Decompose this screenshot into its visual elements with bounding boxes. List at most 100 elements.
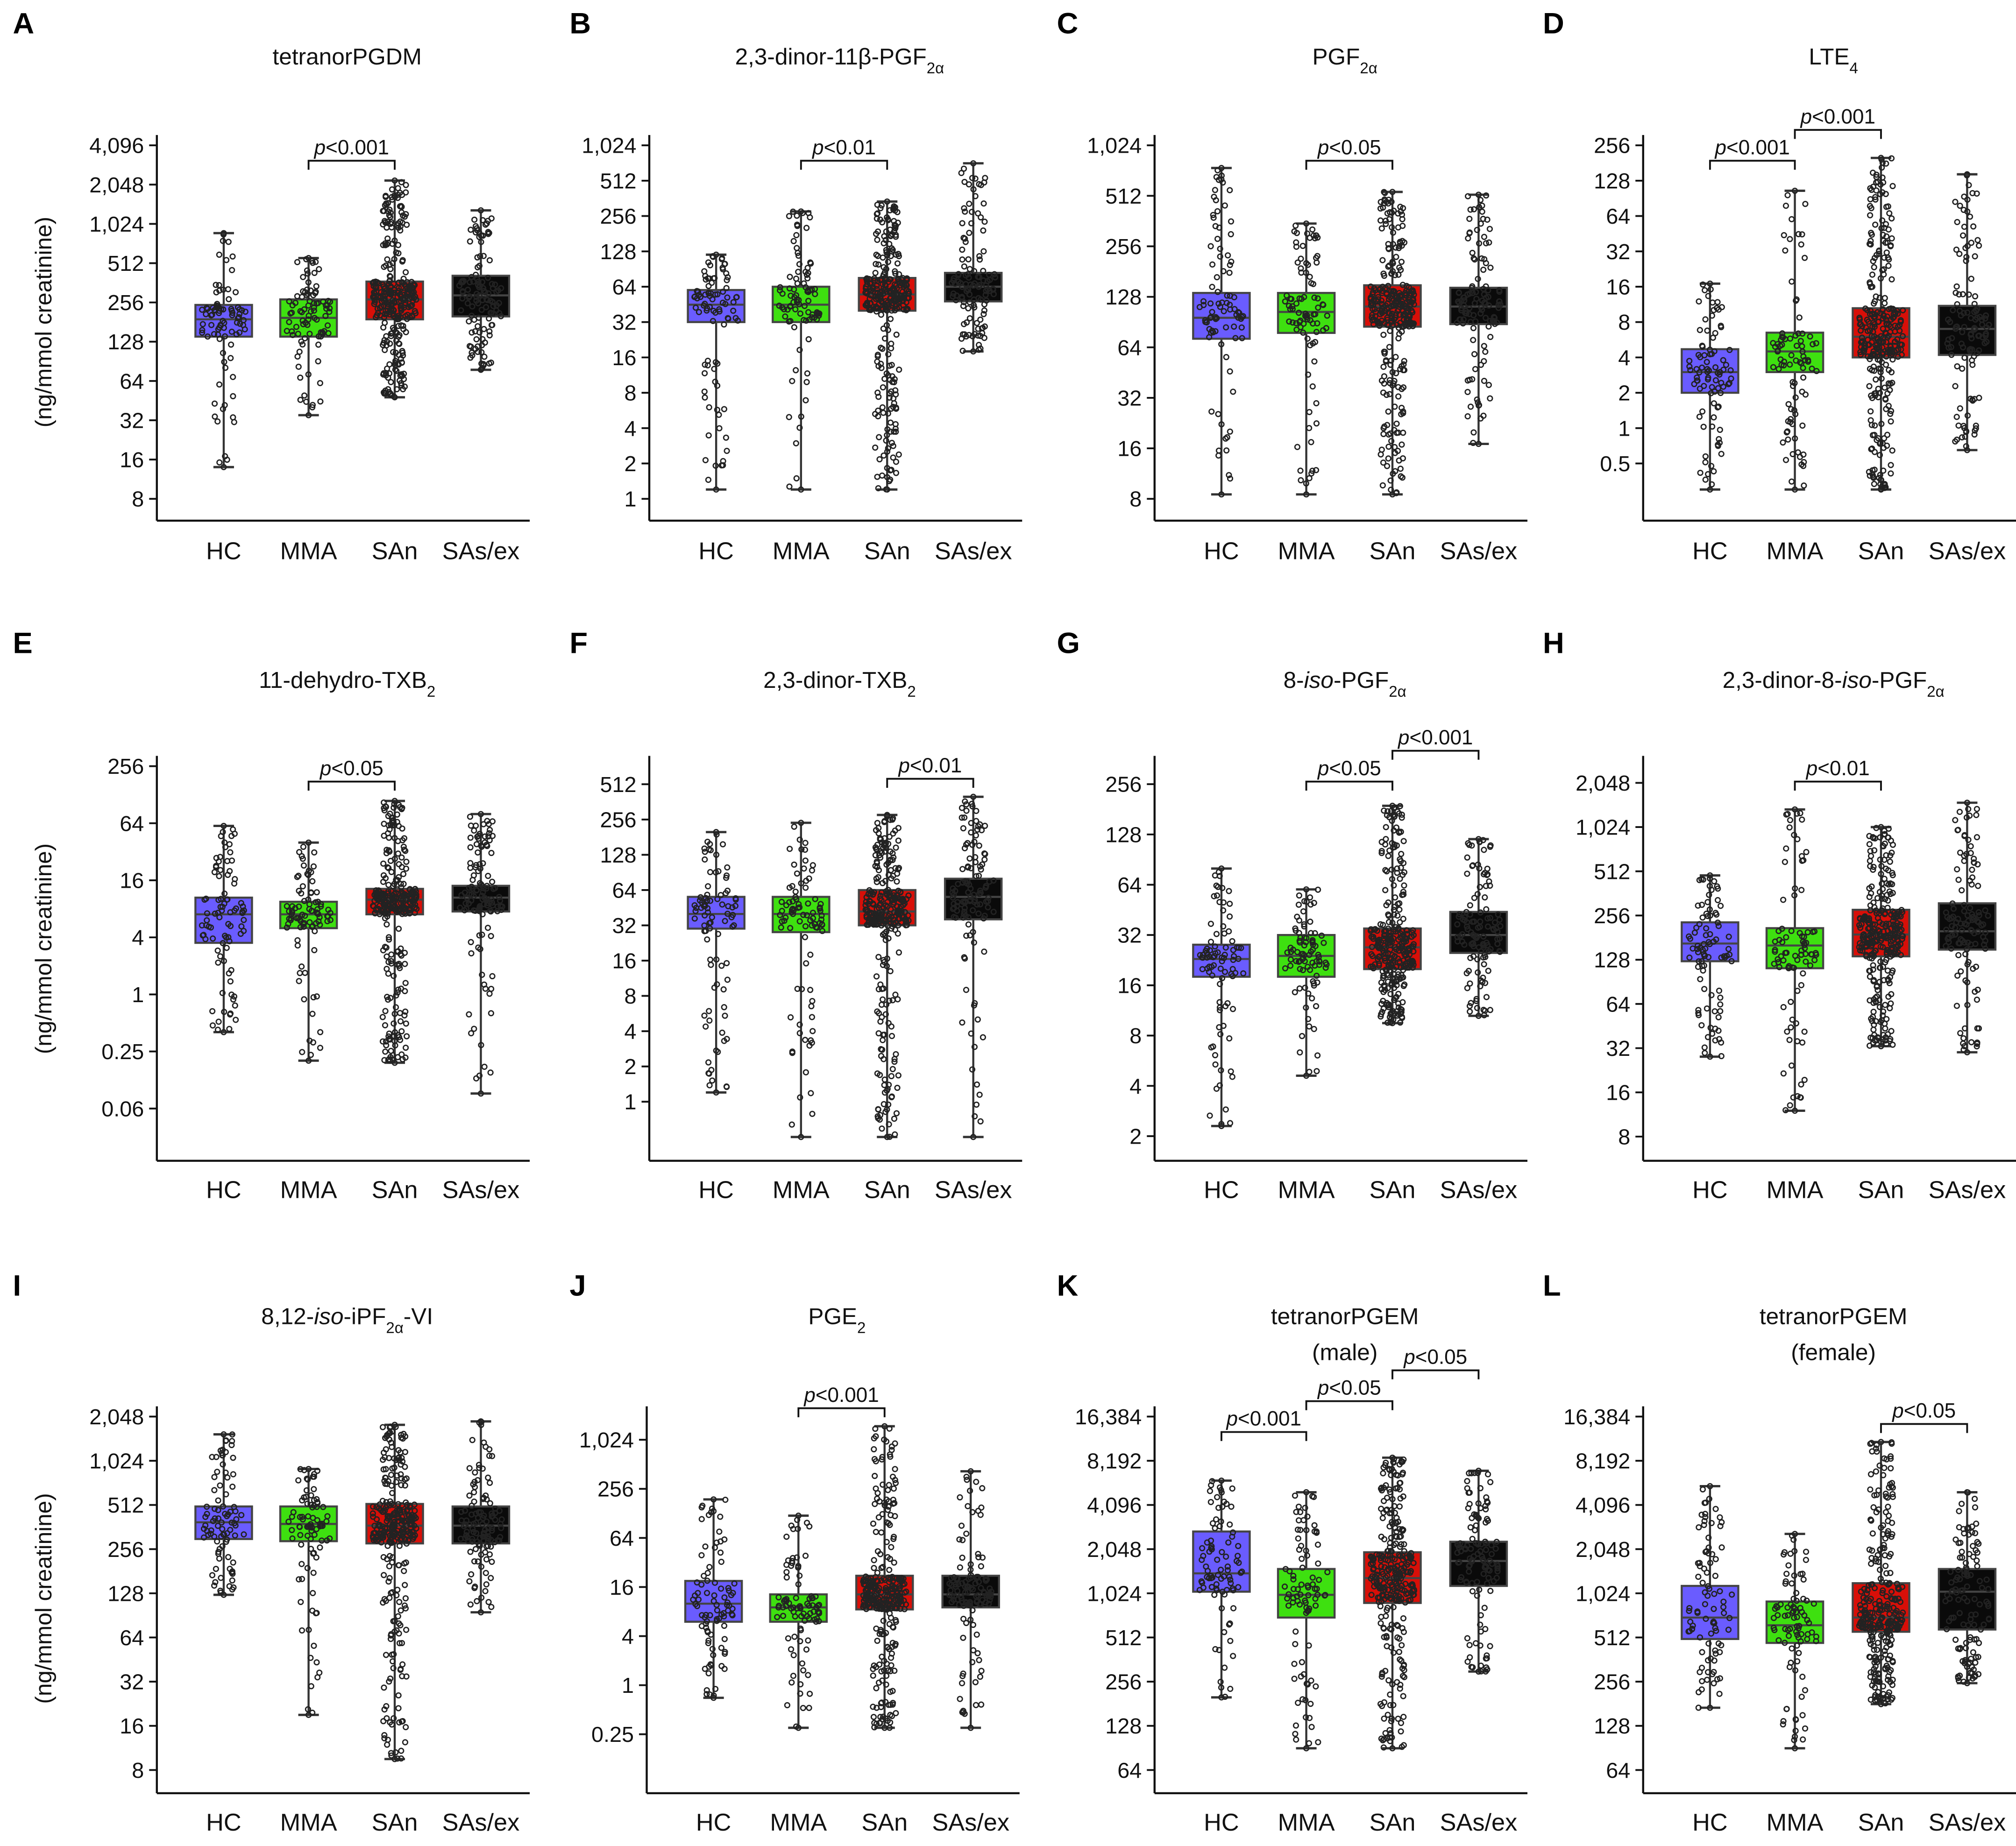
data-point bbox=[1303, 260, 1310, 267]
data-point bbox=[1455, 298, 1462, 305]
data-point bbox=[874, 201, 880, 208]
data-point bbox=[297, 970, 303, 976]
data-point bbox=[1467, 1008, 1473, 1015]
data-point bbox=[1312, 311, 1319, 318]
data-point bbox=[1385, 443, 1392, 450]
data-point bbox=[798, 208, 804, 215]
data-point bbox=[1384, 463, 1391, 469]
data-point bbox=[481, 1063, 488, 1070]
data-point bbox=[950, 293, 956, 300]
y-tick-label: 8 bbox=[1129, 1024, 1142, 1048]
significance-bracket: p<0.001 bbox=[1794, 105, 1882, 139]
p-symbol: p bbox=[898, 754, 910, 777]
data-point bbox=[1397, 876, 1403, 882]
data-point bbox=[1371, 306, 1378, 312]
data-point bbox=[1314, 295, 1321, 302]
data-point bbox=[1398, 441, 1405, 448]
data-point bbox=[466, 294, 472, 301]
data-point bbox=[223, 934, 229, 941]
y-tick-label: 32 bbox=[612, 310, 636, 334]
data-point bbox=[973, 320, 980, 326]
data-point bbox=[1392, 354, 1399, 360]
data-point bbox=[884, 252, 891, 258]
data-point bbox=[720, 266, 726, 273]
data-point bbox=[1982, 315, 1988, 322]
data-point bbox=[895, 1072, 902, 1079]
data-point bbox=[295, 872, 302, 879]
data-point bbox=[1959, 291, 1966, 297]
data-point bbox=[893, 331, 900, 338]
data-point bbox=[1215, 300, 1222, 307]
data-point bbox=[1787, 335, 1794, 342]
data-point bbox=[802, 934, 809, 941]
data-point bbox=[966, 299, 973, 305]
data-point bbox=[296, 903, 302, 910]
box-mma bbox=[279, 839, 338, 1064]
data-point bbox=[798, 413, 804, 420]
data-point bbox=[965, 305, 972, 311]
data-point bbox=[807, 951, 814, 958]
data-point bbox=[1787, 361, 1793, 368]
data-point bbox=[1709, 384, 1715, 390]
data-point bbox=[1976, 332, 1982, 339]
box-san bbox=[365, 177, 424, 401]
data-point bbox=[1381, 350, 1388, 357]
data-point bbox=[1871, 300, 1877, 307]
x-tick-label: HC bbox=[1692, 1177, 1728, 1204]
data-point bbox=[724, 864, 731, 871]
data-point bbox=[1392, 314, 1399, 321]
data-point bbox=[216, 310, 222, 316]
data-point bbox=[1697, 385, 1703, 392]
data-point bbox=[1399, 282, 1406, 288]
data-point bbox=[1391, 288, 1398, 295]
data-point bbox=[380, 389, 387, 396]
data-point bbox=[1788, 406, 1795, 412]
panel-title: 2,3-dinor-8-iso-PGF2α bbox=[1723, 667, 1945, 700]
data-point bbox=[1708, 463, 1715, 469]
data-point bbox=[242, 308, 248, 315]
data-point bbox=[809, 1028, 816, 1034]
y-tick-label: 16 bbox=[120, 869, 144, 893]
bracket-line bbox=[1305, 160, 1393, 170]
data-point bbox=[1287, 295, 1293, 302]
data-point bbox=[1971, 431, 1978, 438]
data-point bbox=[1968, 330, 1974, 337]
data-point bbox=[1226, 269, 1233, 276]
data-point bbox=[872, 269, 879, 276]
data-point bbox=[1398, 473, 1404, 480]
data-point bbox=[1952, 325, 1959, 332]
data-point bbox=[1880, 467, 1887, 474]
data-point bbox=[702, 856, 708, 863]
data-point bbox=[398, 293, 405, 300]
data-point bbox=[296, 978, 302, 984]
data-point bbox=[1797, 338, 1804, 344]
data-point bbox=[305, 316, 312, 323]
data-point bbox=[959, 347, 966, 354]
data-point bbox=[1966, 182, 1972, 188]
y-tick-label: 0.5 bbox=[1600, 452, 1630, 476]
data-point bbox=[304, 292, 310, 298]
data-point bbox=[1309, 383, 1316, 390]
data-point bbox=[786, 213, 793, 219]
data-point bbox=[884, 214, 890, 221]
p-value-text: <0.05 bbox=[1329, 136, 1381, 159]
data-point bbox=[1389, 318, 1395, 325]
data-point bbox=[380, 860, 387, 867]
data-point bbox=[1221, 202, 1228, 209]
y-tick-label: 2,048 bbox=[89, 173, 144, 197]
data-point bbox=[1878, 156, 1885, 163]
data-point bbox=[225, 239, 232, 245]
data-point bbox=[1387, 294, 1393, 301]
data-point bbox=[1715, 306, 1722, 313]
data-point bbox=[724, 294, 731, 301]
data-point bbox=[1200, 302, 1207, 308]
data-point bbox=[971, 268, 978, 275]
data-point bbox=[395, 986, 402, 993]
data-point bbox=[398, 380, 405, 387]
box-mma bbox=[1765, 187, 1824, 493]
data-point bbox=[883, 289, 890, 295]
data-point bbox=[221, 900, 227, 907]
p-value-label: p<0.01 bbox=[811, 136, 876, 159]
data-point bbox=[1300, 329, 1306, 336]
data-point bbox=[1792, 332, 1799, 339]
